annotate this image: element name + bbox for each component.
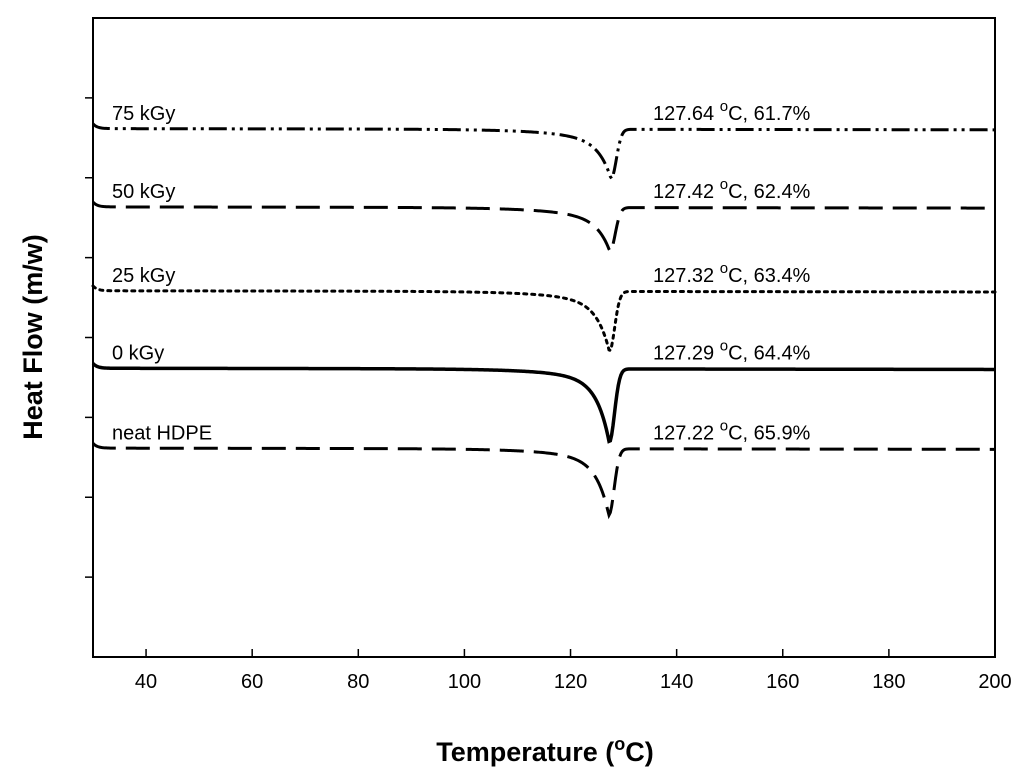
plot-area-frame	[92, 17, 996, 658]
x-tick-label: 100	[448, 671, 481, 693]
series-name-label: neat HDPE	[112, 422, 212, 444]
x-axis-title: Temperature (oC)	[436, 734, 654, 767]
x-tick-label: 80	[347, 671, 369, 693]
series-curves	[91, 122, 997, 520]
series-curve-3	[91, 362, 995, 444]
x-tick-label: 60	[241, 671, 263, 693]
y-axis-ticks	[85, 97, 93, 578]
series-peak-annotation: 127.29 oC, 64.4%	[653, 337, 811, 364]
series-curve-2	[91, 284, 997, 353]
series-peak-annotation: 127.42 oC, 62.4%	[653, 176, 811, 203]
series-name-label: 0 kGy	[112, 342, 164, 364]
series-name-label: 25 kGy	[112, 265, 175, 287]
series-peak-annotation: 127.32 oC, 63.4%	[653, 260, 811, 287]
series-curve-0	[91, 122, 996, 182]
x-tick-label: 40	[135, 671, 157, 693]
series-peak-annotation: 127.22 oC, 65.9%	[653, 417, 811, 444]
x-tick-label: 140	[660, 671, 693, 693]
series-labels: 75 kGy 127.64 oC, 61.7% 50 kGy 127.42 oC, 6…	[112, 98, 811, 445]
series-name-label: 50 kGy	[112, 181, 175, 203]
x-axis-ticks: 40 60 80 100 120 140 160 180 200	[135, 649, 1012, 693]
x-tick-label: 120	[554, 671, 587, 693]
series-curve-4	[91, 442, 995, 520]
series-peak-annotation: 127.64 oC, 61.7%	[653, 98, 811, 125]
series-curve-1	[91, 201, 995, 255]
series-name-label: 75 kGy	[112, 103, 175, 125]
y-axis-title: Heat Flow (m/w)	[18, 234, 48, 440]
x-tick-label: 160	[766, 671, 799, 693]
x-tick-label: 200	[978, 671, 1011, 693]
x-tick-label: 180	[872, 671, 905, 693]
